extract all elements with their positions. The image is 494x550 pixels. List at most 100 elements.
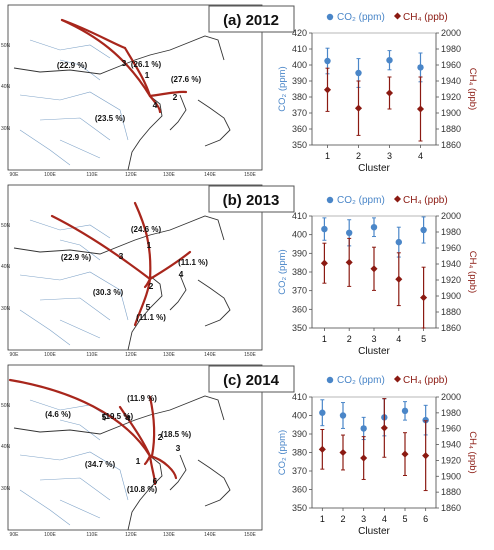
trajectory-cluster-2 bbox=[148, 395, 156, 458]
right-tick-label: 1880 bbox=[441, 124, 461, 134]
right-tick-label: 1880 bbox=[441, 307, 461, 317]
co2-point bbox=[370, 224, 378, 231]
right-tick-label: 1980 bbox=[441, 44, 461, 54]
lat-tick-label: 50N bbox=[1, 43, 11, 49]
legend-co2-label: CO₂ (ppm) bbox=[337, 12, 385, 23]
coastline bbox=[13, 395, 231, 531]
cluster-percent-label: (30.3 %) bbox=[93, 288, 124, 297]
cluster-number-label: 6 bbox=[153, 476, 158, 486]
right-tick-label: 2000 bbox=[441, 28, 461, 38]
right-tick-label: 1960 bbox=[441, 424, 461, 434]
lat-tick-label: 40N bbox=[1, 84, 11, 90]
lat-tick-label: 50N bbox=[1, 223, 11, 229]
legend-ch4-marker bbox=[393, 375, 402, 383]
right-tick-label: 1920 bbox=[441, 275, 461, 285]
lon-tick-label: 100E bbox=[44, 172, 56, 178]
lat-tick-label: 30N bbox=[1, 126, 11, 132]
x-tick-label: 1 bbox=[325, 151, 330, 161]
left-tick-label: 360 bbox=[292, 304, 307, 314]
right-tick-label: 1900 bbox=[441, 291, 461, 301]
right-axis-label: CH₄ (ppb) bbox=[467, 68, 478, 110]
map-panel-1: 50N 40N 30N 90E 100E 110E 120E 130E 140E 150E (a) … bbox=[1, 4, 295, 178]
province-boundaries bbox=[19, 399, 129, 526]
x-tick-label: 5 bbox=[421, 334, 426, 344]
lat-tick-label: 50N bbox=[1, 403, 11, 409]
right-tick-label: 2000 bbox=[441, 211, 461, 221]
cluster-number-label: 5 bbox=[102, 412, 107, 422]
left-tick-label: 420 bbox=[292, 28, 307, 38]
co2-point bbox=[420, 226, 427, 234]
left-axis-label: CO₂ (ppm) bbox=[277, 430, 288, 475]
left-tick-label: 390 bbox=[292, 248, 307, 258]
panel-title-box bbox=[208, 185, 295, 213]
lon-tick-label: 140E bbox=[204, 352, 216, 358]
left-tick-label: 380 bbox=[292, 448, 307, 458]
x-axis-label: Cluster bbox=[358, 526, 390, 537]
cluster-percent-label: (23.5 %) bbox=[95, 114, 126, 123]
cluster-number-label: 1 bbox=[147, 240, 152, 250]
ch4-point bbox=[323, 86, 332, 94]
left-tick-label: 410 bbox=[292, 392, 307, 402]
cluster-percent-label: (10.8 %) bbox=[127, 485, 158, 494]
legend-ch4-label: CH₄ (ppb) bbox=[403, 12, 448, 23]
right-tick-label: 1940 bbox=[441, 76, 461, 86]
cluster-number-label: 2 bbox=[158, 432, 163, 442]
ch4-point bbox=[385, 89, 394, 97]
trajectory-cluster-3 bbox=[123, 46, 152, 98]
panel-title: (c) 2014 bbox=[223, 372, 280, 389]
lon-tick-label: 130E bbox=[163, 352, 175, 358]
cluster-percent-label: (22.9 %) bbox=[57, 61, 88, 70]
legend-co2-marker bbox=[326, 196, 334, 204]
cluster-number-label: 4 bbox=[153, 100, 158, 110]
right-axis-label: CH₄ (ppb) bbox=[467, 251, 478, 293]
left-tick-label: 400 bbox=[292, 60, 307, 70]
panel-title-box bbox=[208, 365, 295, 393]
left-tick-label: 410 bbox=[292, 44, 307, 54]
coastline bbox=[13, 35, 231, 171]
trajectory-cluster-5 bbox=[8, 378, 152, 458]
lon-tick-label: 150E bbox=[244, 532, 256, 538]
ch4-point bbox=[360, 454, 368, 462]
ch4-point bbox=[395, 275, 403, 283]
lon-tick-label: 90E bbox=[10, 352, 20, 358]
left-tick-label: 360 bbox=[292, 124, 307, 134]
co2-point bbox=[395, 238, 402, 246]
lon-tick-label: 110E bbox=[86, 352, 98, 358]
left-axis-label: CO₂ (ppm) bbox=[277, 249, 288, 294]
trajectory-cluster-6 bbox=[148, 454, 157, 486]
x-tick-label: 3 bbox=[361, 514, 366, 524]
cluster-number-label: 4 bbox=[126, 413, 131, 423]
lon-tick-label: 120E bbox=[125, 352, 137, 358]
plot-frame bbox=[311, 396, 437, 509]
x-tick-label: 4 bbox=[382, 514, 387, 524]
legend-co2-marker bbox=[326, 13, 334, 21]
trajectory-cluster-3 bbox=[50, 214, 152, 281]
coastline bbox=[13, 215, 231, 351]
right-tick-label: 1980 bbox=[441, 227, 461, 237]
lon-tick-label: 130E bbox=[163, 532, 175, 538]
x-tick-label: 2 bbox=[347, 334, 352, 344]
lon-tick-label: 110E bbox=[86, 172, 98, 178]
cluster-number-label: 3 bbox=[119, 251, 124, 261]
ch4-point bbox=[320, 259, 328, 267]
trajectory-cluster-3 bbox=[148, 454, 178, 480]
co2-point bbox=[422, 416, 429, 424]
lon-tick-label: 120E bbox=[125, 172, 137, 178]
co2-point bbox=[339, 412, 347, 419]
left-tick-label: 350 bbox=[292, 140, 307, 150]
cluster-number-label: 5 bbox=[146, 302, 151, 312]
x-tick-label: 2 bbox=[356, 151, 361, 161]
left-tick-label: 370 bbox=[292, 286, 307, 296]
x-axis-label: Cluster bbox=[358, 163, 390, 174]
lon-tick-label: 140E bbox=[204, 172, 216, 178]
cluster-percent-label: (11.1 %) bbox=[178, 258, 208, 267]
cluster-percent-label: (11.1 %) bbox=[136, 313, 166, 322]
legend-ch4-label: CH₄ (ppb) bbox=[403, 375, 448, 386]
chart-panel-3: 350 360 370 380 390 400 410 1860 1880 1900 1920 194… bbox=[277, 375, 478, 537]
x-tick-label: 5 bbox=[402, 514, 407, 524]
chart-panel-1: 350 360 370 380 390 400 410 420 1860 1880 1900 1920… bbox=[277, 12, 478, 174]
trajectory-cluster-2 bbox=[148, 90, 188, 98]
right-tick-label: 1880 bbox=[441, 487, 461, 497]
trajectory-cluster-4 bbox=[148, 250, 192, 281]
